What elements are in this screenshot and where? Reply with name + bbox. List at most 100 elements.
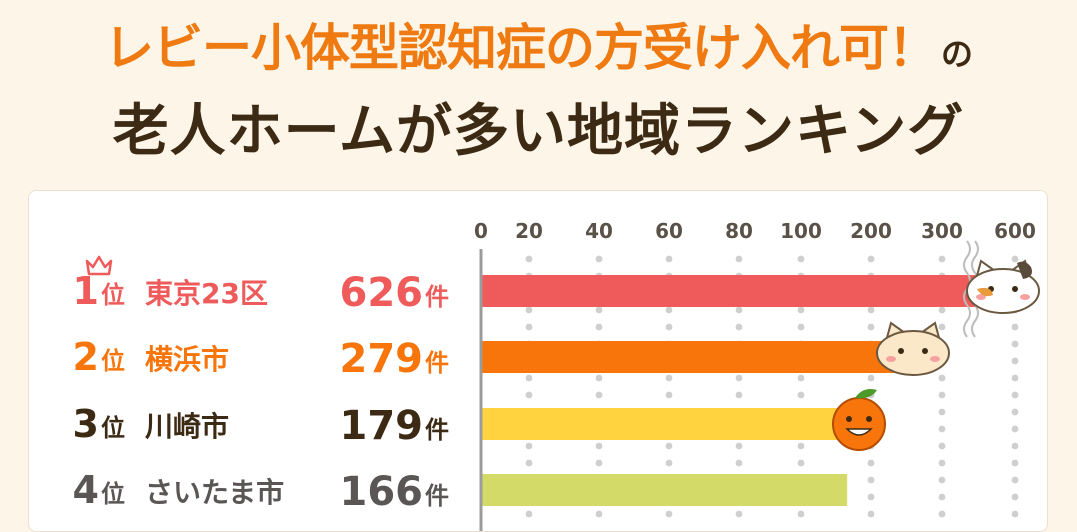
- count-value: 179: [340, 403, 424, 449]
- tabby-cat-icon-eye: [898, 348, 904, 354]
- grid-dot: [938, 442, 946, 450]
- grid-dot: [1011, 391, 1019, 399]
- grid-dot: [1011, 255, 1019, 263]
- grid-dot: [797, 510, 805, 518]
- grid-dot: [735, 459, 743, 467]
- grid-dot: [1011, 374, 1019, 382]
- grid-dot: [595, 391, 603, 399]
- grid-dot: [525, 323, 533, 331]
- grid-dot: [797, 255, 805, 263]
- calico-cat-icon-cheek: [976, 294, 986, 300]
- grid-dot: [665, 306, 673, 314]
- grid-dot: [797, 442, 805, 450]
- grid-dot: [938, 408, 946, 416]
- count-value: 279: [340, 336, 424, 382]
- grid-dot: [938, 306, 946, 314]
- grid-dot: [797, 459, 805, 467]
- grid-dot: [1011, 510, 1019, 518]
- count-unit: 件: [425, 349, 449, 377]
- grid-dot: [595, 255, 603, 263]
- grid-dot: [867, 374, 875, 382]
- grid-dot: [665, 255, 673, 263]
- grid-dot: [665, 442, 673, 450]
- grid-dot: [797, 374, 805, 382]
- rank-number: 2: [73, 335, 99, 379]
- x-tick-label: 300: [921, 219, 963, 243]
- bar-3: [481, 408, 857, 440]
- grid-dot: [735, 323, 743, 331]
- grid-dot: [938, 493, 946, 501]
- grid-dot: [938, 323, 946, 331]
- grid-dot: [665, 374, 673, 382]
- grid-dot: [1011, 408, 1019, 416]
- orange-eye: [846, 416, 852, 422]
- calico-patch: [1017, 261, 1032, 279]
- tabby-cat-icon-eye: [922, 348, 928, 354]
- grid-dot: [1011, 476, 1019, 484]
- bar-1: [481, 275, 989, 307]
- grid-dot: [1011, 459, 1019, 467]
- grid-dot: [1011, 493, 1019, 501]
- grid-dot: [938, 391, 946, 399]
- grid-dot: [525, 255, 533, 263]
- area-name: 東京23区: [145, 277, 268, 310]
- grid-dot: [525, 459, 533, 467]
- grid-dot: [1011, 340, 1019, 348]
- grid-dot: [665, 459, 673, 467]
- x-tick-label: 60: [655, 219, 683, 243]
- grid-dot: [735, 374, 743, 382]
- rank-suffix: 位: [101, 480, 125, 508]
- grid-dot: [1011, 442, 1019, 450]
- grid-dot: [735, 306, 743, 314]
- grid-dot: [665, 510, 673, 518]
- ranking-chart: 0 20 40 60 80 100 200 300 6001 位東京23区 626 件2 位横浜市 279…: [73, 219, 1040, 531]
- grid-dot: [665, 391, 673, 399]
- grid-dot: [735, 510, 743, 518]
- grid-dot: [525, 391, 533, 399]
- count-value: 166: [340, 469, 424, 515]
- grid-dot: [595, 510, 603, 518]
- ranking-panel: 0 20 40 60 80 100 200 300 600 1 位東京23区 626 件 2 位横浜市 279…: [28, 190, 1048, 532]
- rank-number: 4: [73, 468, 99, 512]
- grid-dot: [867, 459, 875, 467]
- bar-2: [481, 341, 928, 373]
- calico-cat-icon: [966, 268, 1040, 314]
- orange-leaf: [855, 389, 877, 399]
- grid-dot: [595, 306, 603, 314]
- x-tick-label: 80: [725, 219, 753, 243]
- grid-dot: [525, 510, 533, 518]
- grid-dot: [938, 255, 946, 263]
- grid-dot: [735, 391, 743, 399]
- grid-dot: [735, 442, 743, 450]
- tabby-cat-icon: [876, 330, 950, 376]
- orange-mascot-icon: [832, 397, 886, 451]
- grid-dot: [525, 374, 533, 382]
- tabby-cat-icon-cheek: [930, 356, 940, 362]
- grid-dot: [595, 442, 603, 450]
- bar-4: [481, 474, 848, 506]
- grid-dot: [595, 323, 603, 331]
- grid-dot: [525, 306, 533, 314]
- count-unit: 件: [425, 283, 449, 311]
- tabby-cat-icon-cheek: [886, 356, 896, 362]
- grid-dot: [595, 459, 603, 467]
- x-tick-label: 200: [850, 219, 892, 243]
- title-suffix-text: の: [940, 35, 973, 73]
- grid-dot: [797, 391, 805, 399]
- grid-dot: [1011, 425, 1019, 433]
- count-unit: 件: [425, 482, 449, 510]
- orange-eye: [866, 416, 872, 422]
- grid-dot: [595, 374, 603, 382]
- grid-dot: [867, 510, 875, 518]
- grid-dot: [1011, 357, 1019, 365]
- grid-dot: [938, 476, 946, 484]
- title-line-2: 老人ホームが多い地域ランキング: [112, 99, 965, 164]
- area-name: 川崎市: [145, 410, 229, 443]
- grid-dot: [797, 323, 805, 331]
- grid-dot: [938, 459, 946, 467]
- orange-mouth: [845, 428, 873, 436]
- crown-icon: [85, 255, 113, 276]
- x-tick-label: 100: [780, 219, 822, 243]
- calico-patch: [977, 287, 993, 297]
- x-tick-label: 20: [515, 219, 543, 243]
